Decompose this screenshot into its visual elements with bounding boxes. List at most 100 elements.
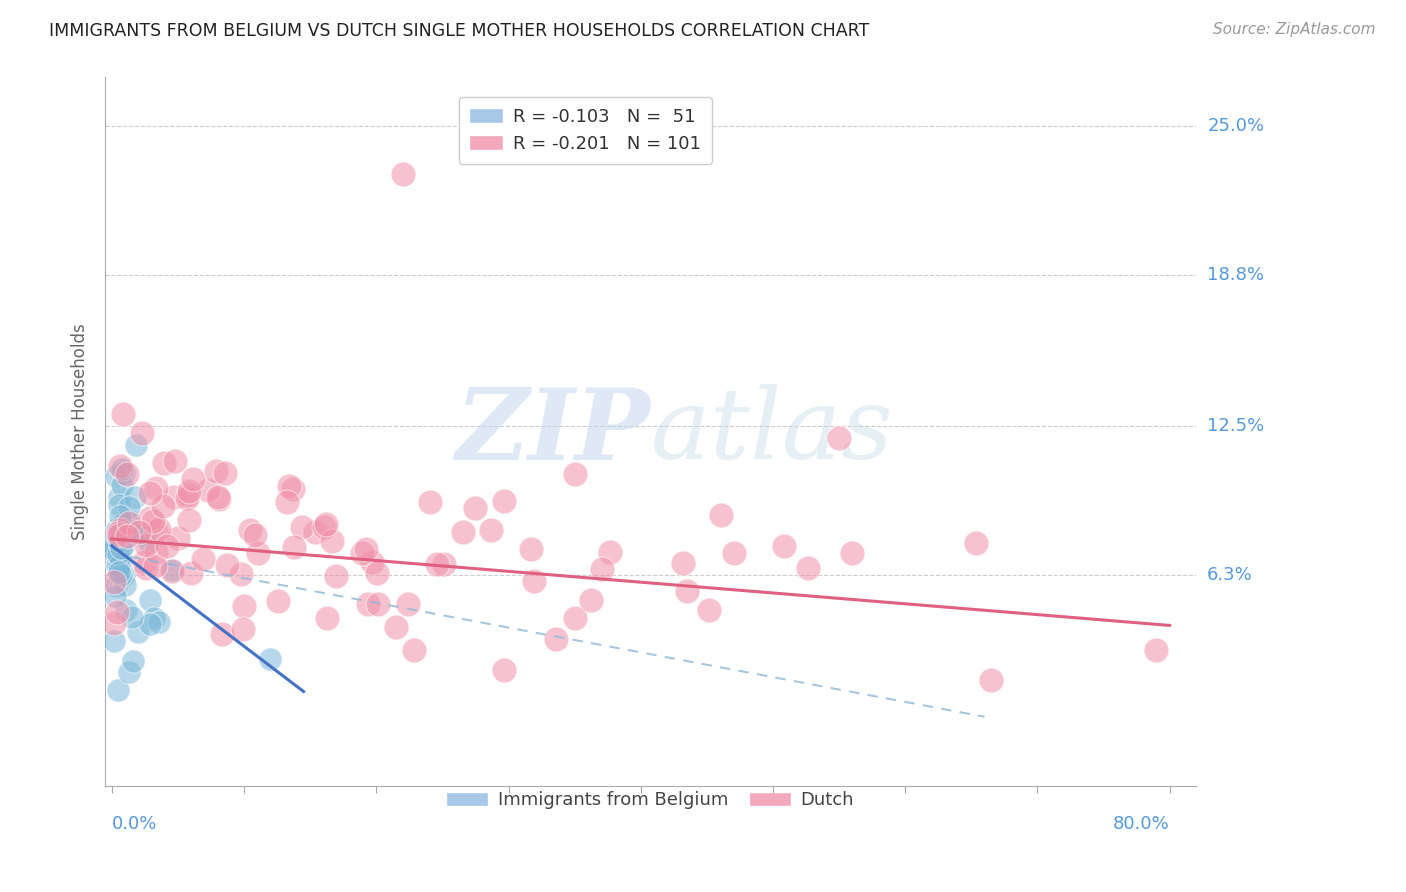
Point xyxy=(135,561,157,575)
Point xyxy=(723,546,745,560)
Point xyxy=(110,461,132,475)
Point xyxy=(124,438,146,452)
Point xyxy=(111,518,134,533)
Point xyxy=(181,471,204,485)
Text: 6.3%: 6.3% xyxy=(1208,566,1253,584)
Point xyxy=(121,520,143,534)
Point xyxy=(177,513,200,527)
Point xyxy=(180,566,202,580)
Point xyxy=(160,564,183,578)
Point xyxy=(523,574,546,588)
Point xyxy=(135,538,157,552)
Point xyxy=(433,557,456,571)
Point xyxy=(138,485,160,500)
Point xyxy=(162,563,184,577)
Point xyxy=(283,540,305,554)
Point xyxy=(110,458,132,473)
Point xyxy=(117,467,139,481)
Point xyxy=(122,524,145,538)
Point xyxy=(710,508,733,522)
Point xyxy=(697,602,720,616)
Point xyxy=(104,578,127,592)
Point xyxy=(419,495,441,509)
Point xyxy=(384,620,406,634)
Point xyxy=(153,456,176,470)
Point xyxy=(110,568,132,582)
Point xyxy=(451,524,474,539)
Point xyxy=(148,523,170,537)
Point xyxy=(139,617,162,632)
Legend: Immigrants from Belgium, Dutch: Immigrants from Belgium, Dutch xyxy=(440,784,862,816)
Point xyxy=(107,683,129,698)
Point xyxy=(828,431,851,445)
Point xyxy=(676,584,699,599)
Point xyxy=(145,481,167,495)
Text: 18.8%: 18.8% xyxy=(1208,266,1264,284)
Point xyxy=(148,615,170,629)
Point xyxy=(111,407,134,421)
Point xyxy=(111,478,134,492)
Point xyxy=(796,561,818,575)
Point xyxy=(281,483,304,497)
Point xyxy=(103,634,125,648)
Point xyxy=(118,514,141,528)
Point xyxy=(520,541,543,556)
Point xyxy=(115,603,138,617)
Text: Source: ZipAtlas.com: Source: ZipAtlas.com xyxy=(1212,22,1375,37)
Point xyxy=(105,559,128,574)
Point xyxy=(205,464,228,478)
Point xyxy=(315,516,337,531)
Point xyxy=(112,466,135,480)
Point xyxy=(564,611,586,625)
Point xyxy=(145,524,167,539)
Point xyxy=(108,528,131,542)
Point xyxy=(124,490,146,504)
Text: 25.0%: 25.0% xyxy=(1208,117,1264,135)
Point xyxy=(118,665,141,680)
Point xyxy=(211,626,233,640)
Point xyxy=(773,540,796,554)
Point xyxy=(108,523,131,537)
Text: 80.0%: 80.0% xyxy=(1114,815,1170,833)
Point xyxy=(111,539,134,553)
Point xyxy=(101,544,124,558)
Point xyxy=(232,622,254,636)
Point xyxy=(176,491,198,506)
Point xyxy=(266,593,288,607)
Point xyxy=(321,533,343,548)
Point xyxy=(350,546,373,560)
Point xyxy=(229,567,252,582)
Point xyxy=(246,545,269,559)
Y-axis label: Single Mother Households: Single Mother Households xyxy=(72,324,89,541)
Point xyxy=(118,500,141,515)
Point xyxy=(143,558,166,573)
Text: IMMIGRANTS FROM BELGIUM VS DUTCH SINGLE MOTHER HOUSEHOLDS CORRELATION CHART: IMMIGRANTS FROM BELGIUM VS DUTCH SINGLE … xyxy=(49,22,869,40)
Point xyxy=(357,597,380,611)
Point xyxy=(314,520,336,534)
Point xyxy=(152,499,174,513)
Point xyxy=(108,565,131,579)
Point xyxy=(142,514,165,528)
Point xyxy=(110,509,132,524)
Point xyxy=(129,527,152,541)
Point xyxy=(115,529,138,543)
Point xyxy=(277,479,299,493)
Point xyxy=(108,498,131,512)
Point xyxy=(479,524,502,538)
Point xyxy=(118,516,141,530)
Point xyxy=(103,575,125,590)
Point xyxy=(139,593,162,607)
Point xyxy=(396,598,419,612)
Point xyxy=(304,525,326,540)
Point xyxy=(163,491,186,505)
Point xyxy=(291,519,314,533)
Point xyxy=(366,566,388,581)
Point xyxy=(139,511,162,525)
Text: 12.5%: 12.5% xyxy=(1208,417,1264,435)
Point xyxy=(464,500,486,515)
Point xyxy=(128,524,150,539)
Point xyxy=(354,541,377,556)
Point xyxy=(143,611,166,625)
Point xyxy=(104,589,127,603)
Point xyxy=(494,494,516,508)
